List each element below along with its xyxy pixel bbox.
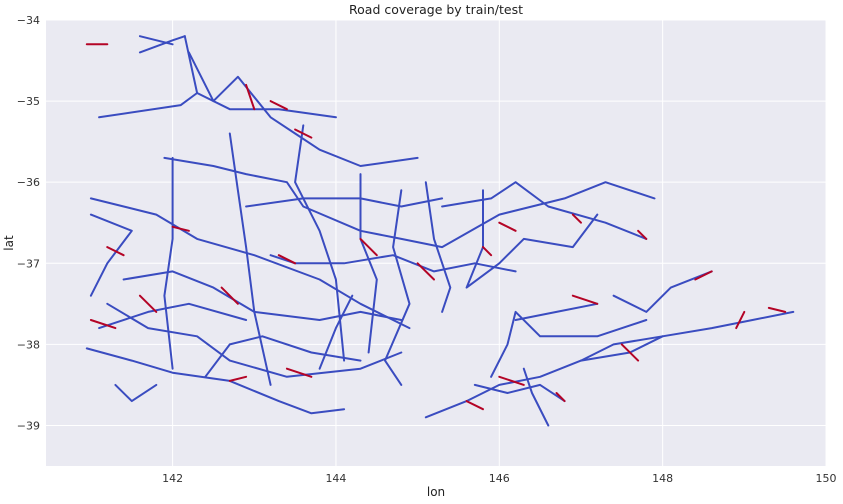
- road-segment-blue: [138, 35, 186, 54]
- road-segment-red: [482, 246, 493, 257]
- road-segment-red: [694, 270, 713, 281]
- x-tick-labels: 142 144 146 148 150: [162, 472, 836, 485]
- road-segment-red: [277, 254, 297, 265]
- road-segment-blue: [98, 35, 199, 119]
- x-axis-label: lon: [427, 485, 445, 499]
- road-segment-red: [294, 128, 313, 139]
- x-tick-label: 144: [325, 472, 346, 485]
- road-segment-blue: [424, 181, 452, 313]
- road-segment-blue: [204, 335, 362, 378]
- road-segment-blue: [163, 156, 174, 370]
- road-segment-red: [106, 246, 125, 257]
- road-segment-red: [637, 229, 648, 240]
- road-segment-red: [359, 237, 378, 257]
- y-tick-label: −37: [17, 257, 40, 270]
- road-segment-red: [269, 100, 288, 111]
- road-segment-blue: [490, 310, 648, 378]
- road-segment-blue: [424, 310, 795, 419]
- road-segment-red: [465, 400, 484, 411]
- y-tick-label: −35: [17, 95, 40, 108]
- x-tick-label: 148: [652, 472, 673, 485]
- road-segment-red: [171, 225, 190, 232]
- road-segment-blue: [384, 189, 411, 386]
- y-tick-label: −36: [17, 176, 40, 189]
- road-segment-blue: [294, 124, 346, 362]
- road-segment-red: [416, 262, 435, 281]
- road-segment-blue: [89, 213, 133, 297]
- x-tick-label: 150: [816, 472, 837, 485]
- road-segment-red: [498, 221, 517, 232]
- road-segment-blue: [612, 270, 713, 313]
- road-segment-red: [498, 375, 525, 386]
- road-segment-blue: [98, 302, 248, 330]
- y-tick-label: −34: [17, 14, 40, 27]
- chart-title: Road coverage by train/test: [349, 2, 523, 17]
- road-segment-red: [228, 375, 248, 382]
- road-segment-blue: [114, 383, 158, 403]
- road-segment-red: [767, 306, 787, 313]
- road-segment-red: [285, 367, 313, 378]
- road-segment-blue: [187, 51, 419, 167]
- y-tick-label: −39: [17, 419, 40, 432]
- road-segment-red: [735, 310, 746, 330]
- road-segment-red: [620, 343, 640, 362]
- road-segment-blue: [514, 302, 599, 321]
- road-segment-red: [89, 319, 117, 330]
- y-tick-label: −38: [17, 338, 40, 351]
- road-segment-blue: [318, 294, 354, 370]
- x-tick-label: 142: [162, 472, 183, 485]
- road-segment-red: [555, 392, 566, 403]
- road-segment-red: [220, 286, 239, 305]
- y-axis-label: lat: [2, 235, 16, 251]
- road-segment-blue: [106, 302, 403, 378]
- x-tick-label: 146: [489, 472, 510, 485]
- grid-lines: [46, 19, 827, 466]
- road-segment-red: [245, 83, 256, 111]
- road-segment-blue: [245, 197, 444, 208]
- road-segment-blue: [138, 35, 174, 46]
- road-network: [85, 35, 795, 427]
- road-segment-red: [138, 294, 158, 313]
- road-segment-blue: [522, 367, 550, 427]
- y-tick-labels: −34 −35 −36 −37 −38 −39: [17, 14, 40, 432]
- road-segment-red: [571, 294, 599, 305]
- road-segment-red: [571, 213, 582, 224]
- road-segment-blue: [473, 383, 566, 403]
- road-segment-blue: [89, 197, 411, 330]
- road-segment-blue: [163, 156, 656, 249]
